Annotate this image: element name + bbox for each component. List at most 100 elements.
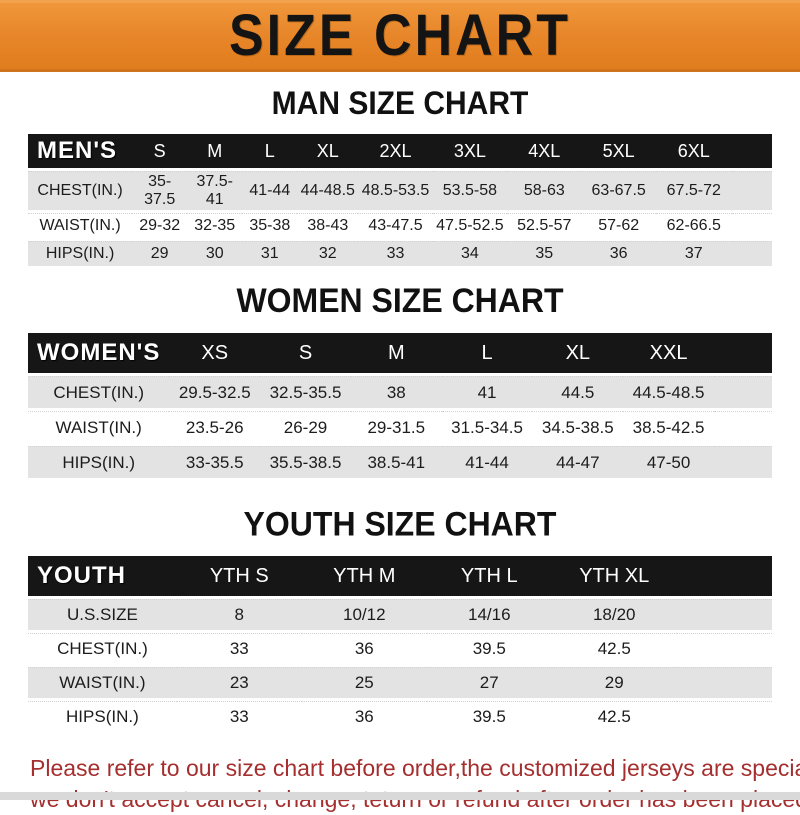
cell-value: 33 [358,241,433,266]
cell-value: 38.5-41 [350,446,442,478]
cell-value: 43-47.5 [358,213,433,238]
charts-container: MAN SIZE CHART MEN'S S M L XL 2XL 3XL 4XL 5XL 6XL… [0,72,800,735]
column-header: L [441,333,533,373]
row-label: CHEST(IN.) [28,633,177,664]
table-body: CHEST(IN.) 35-37.5 37.5-41 41-44 44-48.5 48.5… [28,171,772,266]
cell-value: 67.5-72 [655,171,732,210]
table-header: MEN'S S M L XL 2XL 3XL 4XL 5XL 6XL [28,134,772,168]
cell-value: 41-44 [441,446,533,478]
cell-value: 35 [507,241,582,266]
cell-filler [676,701,772,732]
row-label: HIPS(IN.) [28,446,170,478]
cell-value: 29.5-32.5 [169,376,261,408]
cell-value: 39.5 [426,701,552,732]
row-label: CHEST(IN.) [28,171,133,210]
cell-value: 36 [301,701,427,732]
cell-value: 63-67.5 [581,171,656,210]
cell-value: 23 [176,667,302,698]
column-header: 2XL [358,134,433,168]
column-header: 4XL [507,134,582,168]
section-title: MAN SIZE CHART [271,85,529,122]
column-header: 6XL [655,134,732,168]
table-row: HIPS(IN.) 33 36 39.5 42.5 [28,701,772,732]
cell-filler [713,446,772,478]
cell-filler [713,376,772,408]
cell-value: 33 [176,633,302,664]
size-chart-section: WOMEN SIZE CHART WOMEN'S XS S M L XL XXL CHEST… [0,269,800,481]
cell-value: 42.5 [551,633,677,664]
table-group-label: WOMEN'S [28,333,170,373]
cell-value: 58-63 [507,171,582,210]
cell-value: 62-66.5 [655,213,732,238]
footer-line1: Please refer to our size chart before or… [30,755,800,781]
table-row: WAIST(IN.) 29-32 32-35 35-38 38-43 43-47.5 47.… [28,213,772,238]
cell-value: 34 [432,241,508,266]
row-label: HIPS(IN.) [28,701,177,732]
column-header: S [132,134,188,168]
cell-filler [731,213,772,238]
cell-value: 29-31.5 [350,411,442,443]
cell-value: 44-48.5 [297,171,359,210]
table-row: U.S.SIZE 8 10/12 14/16 18/20 [28,599,772,630]
row-label: U.S.SIZE [28,599,177,630]
table-group-label: YOUTH [28,556,177,596]
column-header-filler [731,134,772,168]
cell-value: 29 [551,667,677,698]
cell-value: 44-47 [532,446,624,478]
cell-value: 57-62 [581,213,656,238]
size-chart-section: MAN SIZE CHART MEN'S S M L XL 2XL 3XL 4XL 5XL 6XL… [0,72,800,269]
cell-filler [676,633,772,664]
cell-value: 52.5-57 [507,213,582,238]
column-header: M [187,134,243,168]
cell-value: 36 [581,241,656,266]
size-table: MEN'S S M L XL 2XL 3XL 4XL 5XL 6XL CHEST(IN.) 35-3… [28,131,772,269]
table-body: U.S.SIZE 8 10/12 14/16 18/20 CHEST(IN.) 33 36 39… [28,599,772,732]
cell-filler [676,667,772,698]
cell-value: 33 [176,701,302,732]
cell-value: 53.5-58 [432,171,508,210]
column-header: S [260,333,351,373]
cell-value: 44.5-48.5 [623,376,714,408]
cell-value: 25 [301,667,427,698]
cell-value: 10/12 [301,599,427,630]
table-row: WAIST(IN.) 23 25 27 29 [28,667,772,698]
cell-value: 41-44 [242,171,298,210]
cell-value: 32 [297,241,359,266]
cell-filler [731,171,772,210]
cell-value: 38 [350,376,442,408]
column-header: YTH L [426,556,552,596]
cell-value: 35-37.5 [132,171,188,210]
table-row: CHEST(IN.) 29.5-32.5 32.5-35.5 38 41 44.5 44.5… [28,376,772,408]
cell-value: 23.5-26 [169,411,261,443]
banner-title: SIZE CHART [229,3,571,69]
cell-value: 32-35 [187,213,243,238]
size-chart-section: YOUTH SIZE CHART YOUTH YTH S YTH M YTH L YTH… [0,481,800,735]
cell-value: 18/20 [551,599,677,630]
cell-value: 42.5 [551,701,677,732]
table-header: WOMEN'S XS S M L XL XXL [28,333,772,373]
cell-value: 35.5-38.5 [260,446,351,478]
cell-value: 31 [242,241,298,266]
cell-value: 29-32 [132,213,188,238]
banner: SIZE CHART [0,0,800,72]
table-row: HIPS(IN.) 33-35.5 35.5-38.5 38.5-41 41-44 44-… [28,446,772,478]
footer-note: Please refer to our size chart before or… [0,735,800,815]
cell-value: 8 [176,599,302,630]
column-header: YTH S [176,556,302,596]
cell-value: 37.5-41 [187,171,243,210]
cell-value: 44.5 [532,376,624,408]
column-header: XXL [623,333,714,373]
size-table: WOMEN'S XS S M L XL XXL CHEST(IN.) 29.5-32.5 32.… [28,330,772,481]
column-header: 3XL [432,134,508,168]
size-table: YOUTH YTH S YTH M YTH L YTH XL U.S.SIZE 8 10/1… [28,553,772,735]
cell-value: 37 [655,241,732,266]
bottom-strip [0,792,800,800]
cell-filler [713,411,772,443]
table-row: WAIST(IN.) 23.5-26 26-29 29-31.5 31.5-34.5 34… [28,411,772,443]
column-header-filler [713,333,772,373]
cell-value: 29 [132,241,188,266]
cell-value: 38-43 [297,213,359,238]
column-header: XL [532,333,624,373]
column-header: 5XL [581,134,656,168]
table-row: CHEST(IN.) 35-37.5 37.5-41 41-44 44-48.5 48.5… [28,171,772,210]
